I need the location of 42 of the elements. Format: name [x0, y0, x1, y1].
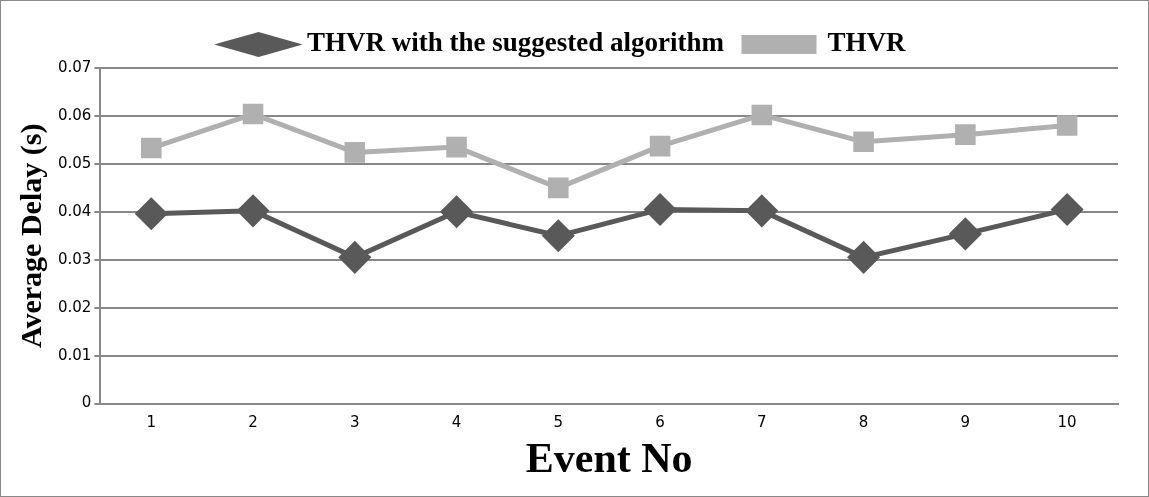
x-tick-label: 10 — [1057, 413, 1077, 432]
point — [649, 135, 671, 157]
x-tick-label: 6 — [655, 413, 665, 432]
legend-label: THVR with the suggested algorithm — [307, 27, 725, 58]
point — [853, 131, 874, 153]
x-tick-label: 4 — [451, 413, 462, 432]
point — [949, 218, 981, 250]
x-tick-label: 1 — [146, 413, 157, 432]
x-tick-label: 9 — [960, 413, 971, 432]
x-tick-label: 5 — [553, 413, 564, 432]
x-tick-label: 7 — [757, 413, 767, 432]
point — [446, 136, 467, 158]
y-tick-label: 0.04 — [57, 201, 92, 220]
x-tick-label: 3 — [350, 413, 360, 432]
point — [141, 137, 162, 159]
point — [135, 198, 167, 230]
point — [746, 195, 778, 227]
y-tick-label: 0.02 — [57, 297, 92, 316]
point — [339, 241, 371, 273]
y-tick-label: 0 — [81, 393, 92, 412]
point — [542, 220, 574, 252]
x-axis-title: Event No — [525, 434, 693, 481]
point — [242, 103, 264, 125]
x-tick-label: 8 — [858, 413, 869, 432]
point — [1051, 193, 1083, 225]
point — [548, 177, 569, 199]
point — [848, 241, 880, 273]
y-tick-label: 0.07 — [57, 57, 92, 76]
y-tick-label: 0.05 — [57, 153, 92, 172]
y-tick-label: 0.06 — [57, 105, 92, 124]
y-axis-title: Average Delay (s) — [13, 123, 48, 348]
y-tick-label: 0.03 — [57, 249, 92, 268]
point — [644, 193, 676, 225]
legend-label: THVR — [827, 27, 906, 58]
point — [237, 195, 269, 227]
point — [751, 104, 773, 126]
y-tick-label: 0.01 — [57, 345, 92, 364]
point — [441, 196, 473, 228]
x-tick-label: 2 — [248, 413, 258, 432]
point — [1056, 115, 1078, 136]
point — [344, 142, 366, 163]
point — [955, 124, 976, 145]
